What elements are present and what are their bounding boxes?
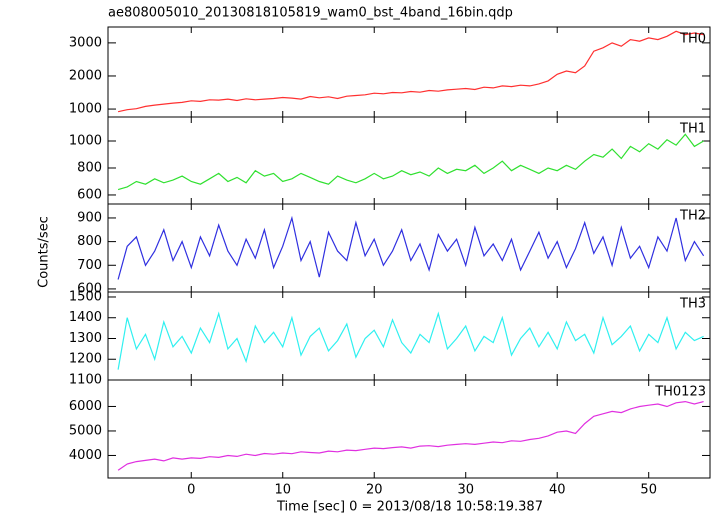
- y-axis-label: Counts/sec: [37, 216, 52, 288]
- y-tick-label: 900: [77, 210, 102, 225]
- y-tick-label: 1500: [69, 289, 102, 304]
- light-curve: [117, 400, 704, 471]
- y-tick-label: 800: [77, 234, 102, 249]
- y-tick-label: 1300: [69, 331, 102, 346]
- y-tick-label: 4000: [69, 448, 102, 463]
- light-curve: [117, 30, 704, 113]
- y-tick-label: 1000: [69, 102, 102, 117]
- panel-frame: [107, 203, 711, 293]
- x-tick-label: 40: [549, 483, 566, 498]
- panel-label: TH3: [679, 297, 706, 312]
- y-tick-label: 1200: [69, 352, 102, 367]
- x-axis-label: Time [sec] 0 = 2013/08/18 10:58:19.387: [276, 500, 543, 515]
- chart-title: ae808005010_20130818105819_wam0_bst_4ban…: [108, 6, 513, 21]
- y-tick-label: 3000: [69, 35, 102, 50]
- panel-label: TH2: [679, 209, 706, 224]
- y-tick-label: 1000: [69, 134, 102, 149]
- y-tick-label: 600: [77, 187, 102, 202]
- x-tick-label: 50: [640, 483, 657, 498]
- x-tick-label: 10: [274, 483, 291, 498]
- y-tick-label: 6000: [69, 399, 102, 414]
- panel-frame: [107, 291, 711, 381]
- y-tick-label: 1100: [69, 373, 102, 388]
- y-tick-label: 800: [77, 160, 102, 175]
- y-tick-label: 600: [77, 281, 102, 296]
- y-tick-label: 1400: [69, 310, 102, 325]
- y-tick-label: 700: [77, 258, 102, 273]
- panel-label: TH1: [679, 122, 706, 137]
- panel-frame: [107, 379, 711, 479]
- light-curve: [117, 311, 704, 370]
- light-curve: [117, 133, 704, 191]
- light-curve: [117, 215, 705, 280]
- x-tick-label: 0: [187, 483, 195, 498]
- panel-label: TH0123: [654, 385, 706, 400]
- panel-label: TH0: [679, 32, 706, 47]
- panel-frame: [107, 26, 711, 118]
- x-tick-label: 20: [366, 483, 383, 498]
- y-tick-label: 2000: [69, 68, 102, 83]
- x-tick-label: 30: [457, 483, 474, 498]
- panel-frame: [107, 116, 711, 205]
- y-tick-label: 5000: [69, 423, 102, 438]
